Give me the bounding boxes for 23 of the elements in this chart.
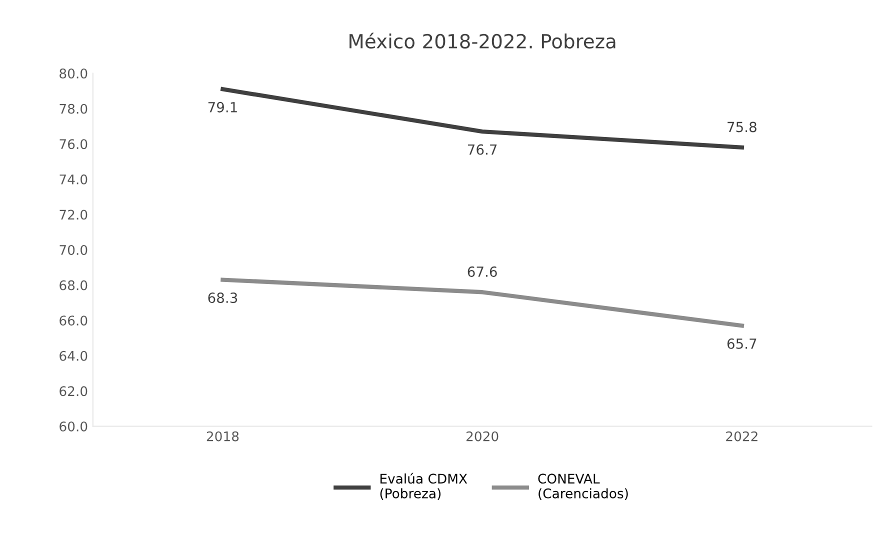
y-tick-label: 78.0 — [60, 104, 88, 114]
x-tick-label: 2020 — [466, 431, 498, 442]
y-tick-label: 72.0 — [60, 210, 88, 220]
data-label: 76.7 — [468, 144, 497, 155]
y-tick-label: 80.0 — [60, 68, 88, 79]
x-tick-label: 2022 — [726, 431, 758, 442]
x-tick-label: 2018 — [206, 431, 239, 442]
data-label: 75.8 — [728, 122, 756, 132]
y-tick-label: 68.0 — [60, 280, 88, 290]
y-tick-label: 64.0 — [60, 350, 88, 361]
data-label: 79.1 — [208, 102, 237, 112]
y-tick-label: 70.0 — [60, 245, 88, 255]
y-tick-label: 76.0 — [60, 139, 88, 150]
data-label: 67.6 — [468, 266, 497, 277]
y-tick-label: 62.0 — [60, 386, 88, 396]
legend-label: Evalúa CDMX (Pobreza) — [380, 472, 468, 500]
chart-title: México 2018-2022. Pobreza — [350, 32, 616, 49]
y-tick-label: 74.0 — [60, 174, 88, 184]
data-label: 65.7 — [727, 338, 756, 349]
y-tick-label: 60.0 — [60, 421, 88, 432]
data-label: 68.3 — [208, 292, 238, 304]
legend-label: CONEVAL (Carenciados) — [538, 474, 628, 500]
y-tick-label: 66.0 — [60, 316, 88, 326]
